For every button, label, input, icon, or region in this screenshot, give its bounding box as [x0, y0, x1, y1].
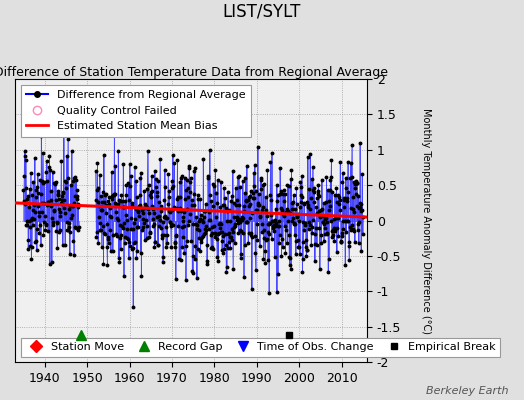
Text: Berkeley Earth: Berkeley Earth: [426, 386, 508, 396]
Title: Difference of Station Temperature Data from Regional Average: Difference of Station Temperature Data f…: [0, 66, 388, 79]
Text: LIST/SYLT: LIST/SYLT: [223, 2, 301, 20]
Y-axis label: Monthly Temperature Anomaly Difference (°C): Monthly Temperature Anomaly Difference (…: [421, 108, 431, 334]
Legend: Station Move, Record Gap, Time of Obs. Change, Empirical Break: Station Move, Record Gap, Time of Obs. C…: [20, 338, 500, 357]
